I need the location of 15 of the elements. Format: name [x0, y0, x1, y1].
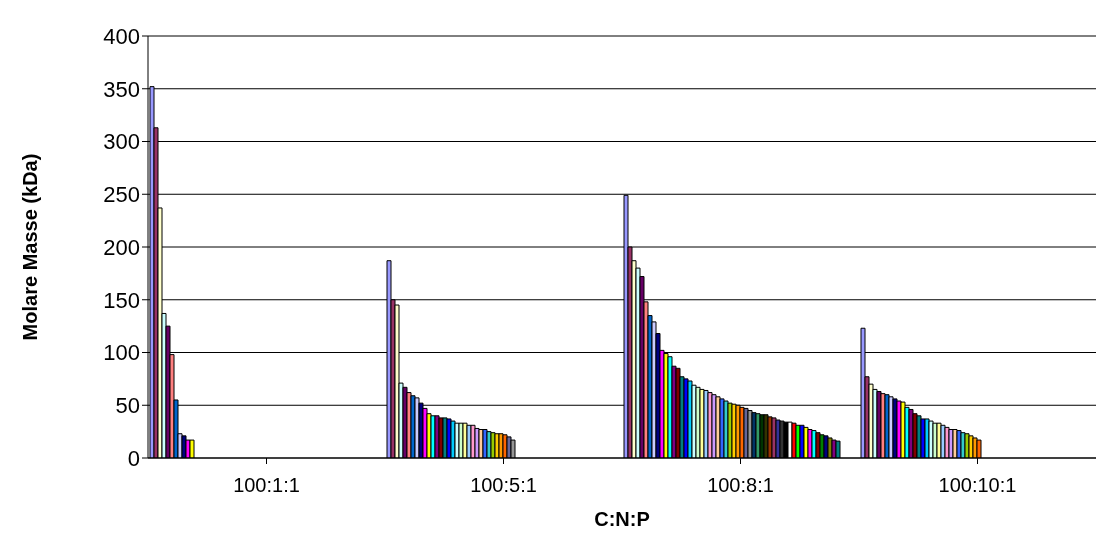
- y-tick-label: 0: [127, 445, 140, 471]
- y-tick-label: 400: [103, 23, 140, 49]
- y-tick-label: 300: [103, 129, 140, 155]
- y-tick-label: 150: [103, 287, 140, 313]
- y-tick-label: 50: [115, 393, 140, 419]
- x-axis-title: C:N:P: [594, 508, 650, 530]
- x-tick-label: 100:8:1: [707, 474, 774, 497]
- y-tick-label: 250: [103, 182, 140, 208]
- y-axis-title: Molare Masse (kDa): [19, 153, 42, 341]
- x-tick-label: 100:5:1: [470, 474, 537, 497]
- y-tick-label: 200: [103, 234, 140, 260]
- y-tick-label: 350: [103, 76, 140, 102]
- x-tick-label: 100:1:1: [233, 474, 300, 497]
- x-tick-label: 100:10:1: [938, 474, 1017, 497]
- y-tick-label: 100: [103, 340, 140, 366]
